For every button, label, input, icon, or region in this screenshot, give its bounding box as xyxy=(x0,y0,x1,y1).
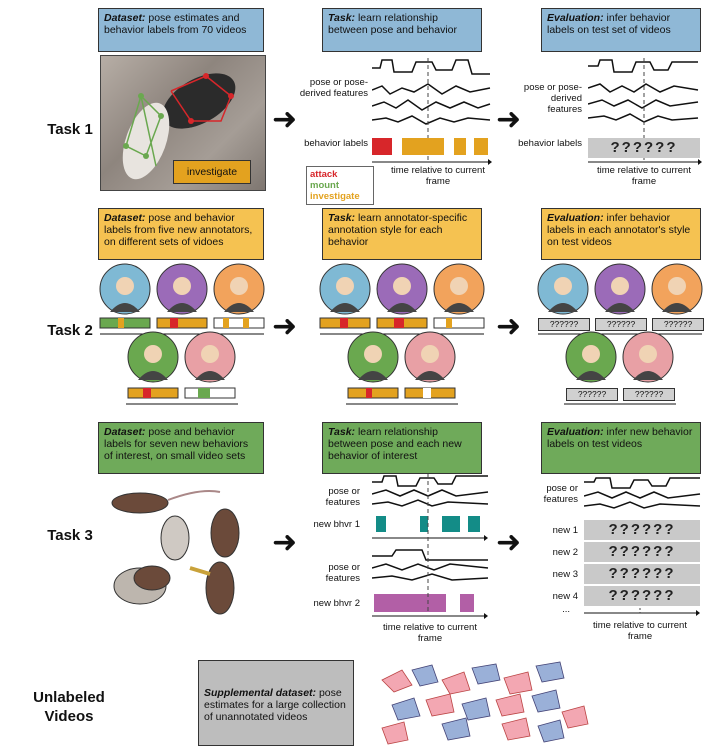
box-head: Evaluation: xyxy=(547,12,604,24)
arrow-right-icon: ➜ xyxy=(272,526,298,559)
box-head: Supplemental dataset: xyxy=(204,687,317,699)
eval-new-2-label: new 2 xyxy=(552,547,578,558)
legend-mount: mount xyxy=(310,180,340,191)
box-text: infer behavior labels on test set of vid… xyxy=(547,12,671,36)
task1-eval-traces xyxy=(588,58,702,165)
task2-annotators-eval xyxy=(537,263,703,405)
box-head: Dataset: xyxy=(104,12,146,24)
task3-evaluation-box: Evaluation: infer new behavior labels on… xyxy=(541,422,701,474)
eval-new-2-qbar: ?????? xyxy=(584,542,700,562)
time-axis-label: time relative to current frame xyxy=(391,165,485,187)
eval-behavior-labels-label: behavior labels xyxy=(518,138,582,149)
eval-qmarks-bar: ?????? xyxy=(588,138,700,158)
box-text: pose and behavior labels from five new a… xyxy=(104,212,253,248)
box-text: learn annotator-specific annotation styl… xyxy=(328,212,468,248)
eval-new-3-label: new 3 xyxy=(552,569,578,580)
eval-new-3-qbar: ?????? xyxy=(584,564,700,584)
task3-eval-traces xyxy=(584,477,701,509)
arrow-right-icon: ➜ xyxy=(496,310,522,343)
task3-task-box: Task: learn relationship between pose an… xyxy=(322,422,482,474)
legend-investigate: investigate xyxy=(310,191,360,202)
task1-evaluation-box: Evaluation: infer behavior labels on tes… xyxy=(541,8,701,52)
task2-task-box: Task: learn annotator-specific annotatio… xyxy=(322,208,482,260)
task3-dataset-box: Dataset: pose and behavior labels for se… xyxy=(98,422,264,474)
box-head: Evaluation: xyxy=(547,212,604,224)
eval-new-4-qbar: ?????? xyxy=(584,586,700,606)
arrow-right-icon: ➜ xyxy=(496,526,522,559)
task3-traces xyxy=(372,474,489,619)
task2-evaluation-box: Evaluation: infer behavior labels in eac… xyxy=(541,208,701,260)
box-text: infer behavior labels in each annotator'… xyxy=(547,212,691,248)
task3-eval-pose-label: pose or features xyxy=(543,483,578,505)
task3-new-bhvr-2-label: new bhvr 2 xyxy=(313,598,360,609)
task3-pose-label-1: pose or features xyxy=(325,486,360,508)
eval-qmarks-4: ?????? xyxy=(566,388,618,401)
box-head: Dataset: xyxy=(104,212,146,224)
box-head: Task: xyxy=(328,12,356,24)
box-head: Dataset: xyxy=(104,426,146,438)
box-head: Task: xyxy=(328,212,356,224)
task3-eval-time-label: time relative to current frame xyxy=(593,620,687,642)
box-head: Task: xyxy=(328,426,356,438)
pose-features-label: pose or pose-derived features xyxy=(299,77,368,99)
task1-dataset-box: Dataset: pose estimates and behavior lab… xyxy=(98,8,264,52)
pose-skeleton-overlay xyxy=(122,73,236,180)
task3-new-bhvr-1-label: new bhvr 1 xyxy=(313,519,360,530)
arrow-right-icon: ➜ xyxy=(496,103,522,136)
eval-new-4-label: new 4 xyxy=(552,591,578,602)
investigate-tag: investigate xyxy=(173,160,251,184)
eval-new-1-label: new 1 xyxy=(552,525,578,536)
eval-qmarks-2: ?????? xyxy=(595,318,647,331)
supplemental-dataset-box: Supplemental dataset: pose estimates for… xyxy=(198,660,354,746)
box-text: learn relationship between pose and beha… xyxy=(328,12,458,36)
mouse-pose-photo: investigate xyxy=(100,55,266,191)
eval-time-axis-label: time relative to current frame xyxy=(597,165,691,187)
unlabeled-videos-label: Unlabeled Videos xyxy=(33,689,105,725)
task2-label: Task 2 xyxy=(47,322,93,339)
box-text: learn relationship between pose and each… xyxy=(328,426,462,462)
legend-attack: attack xyxy=(310,169,338,180)
eval-more-label: ... xyxy=(562,604,570,615)
eval-pose-features-label: pose or pose-derived features xyxy=(523,82,582,115)
task1-label: Task 1 xyxy=(47,121,93,138)
task1-task-box: Task: learn relationship between pose an… xyxy=(322,8,482,52)
pose-polygons-cloud xyxy=(381,661,589,745)
task1-pose-traces xyxy=(372,58,492,165)
arrow-right-icon: ➜ xyxy=(272,103,298,136)
eval-qmarks-5: ?????? xyxy=(623,388,675,401)
task3-label: Task 3 xyxy=(47,527,93,544)
task3-time-label: time relative to current frame xyxy=(383,622,477,644)
arrow-right-icon: ➜ xyxy=(272,310,298,343)
task3-eval-axis xyxy=(584,608,700,616)
eval-qmarks-3: ?????? xyxy=(652,318,704,331)
behavior-legend: attack mount investigate xyxy=(306,166,374,205)
mice-illustration xyxy=(111,490,240,615)
task2-annotators-dataset xyxy=(99,263,265,405)
box-head: Evaluation: xyxy=(547,426,604,438)
behavior-labels-label: behavior labels xyxy=(304,138,368,149)
eval-qmarks-1: ?????? xyxy=(538,318,590,331)
box-text: pose and behavior labels for seven new b… xyxy=(104,426,249,462)
task2-annotators-task xyxy=(319,263,485,405)
box-text: infer new behavior labels on test videos xyxy=(547,426,693,450)
task2-dataset-box: Dataset: pose and behavior labels from f… xyxy=(98,208,264,260)
eval-new-1-qbar: ?????? xyxy=(584,520,700,540)
box-text: pose estimates and behavior labels from … xyxy=(104,12,247,36)
box-text: pose estimates for a large collection of… xyxy=(204,687,346,723)
task3-pose-label-2: pose or features xyxy=(325,562,360,584)
